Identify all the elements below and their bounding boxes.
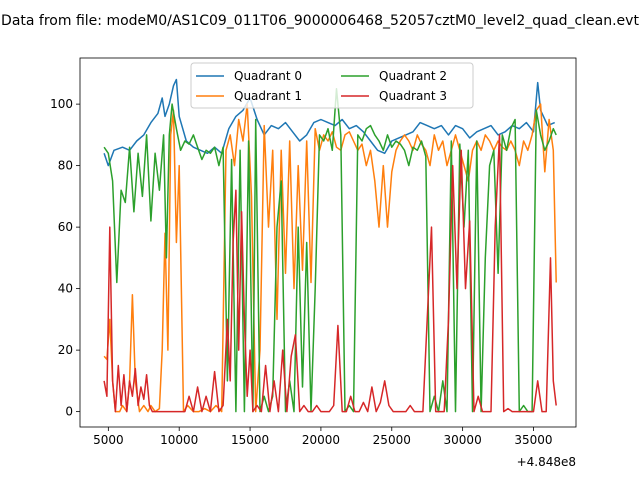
- series-line-quadrant-3: [103, 134, 557, 413]
- x-tick-label: 25000: [373, 433, 411, 447]
- y-tick-label: 100: [50, 97, 73, 111]
- chart-title: Data from file: modeM0/AS1C09_011T06_900…: [1, 13, 639, 29]
- plot-frame: [79, 57, 577, 428]
- y-tick-label: 20: [58, 343, 73, 357]
- legend-box: [190, 62, 474, 109]
- series-line-quadrant-0: [103, 78, 555, 167]
- legend-label-quadrant-2: Quadrant 2: [379, 69, 447, 83]
- legend-label-quadrant-0: Quadrant 0: [234, 69, 302, 83]
- x-tick-label: 5000: [93, 433, 124, 447]
- x-tick-label: 30000: [444, 433, 482, 447]
- x-tick-label: 10000: [160, 433, 198, 447]
- series-line-quadrant-2: [103, 88, 557, 413]
- x-tick-label: 20000: [302, 433, 340, 447]
- x-offset-label: +4.848e8: [517, 455, 576, 469]
- y-tick-label: 0: [65, 405, 73, 419]
- series-layer: [103, 78, 557, 413]
- y-tick-label: 40: [58, 282, 73, 296]
- series-line-quadrant-1: [103, 103, 557, 413]
- y-tick-label: 60: [58, 220, 73, 234]
- y-tick-label: 80: [58, 159, 73, 173]
- x-tick-label: 35000: [514, 433, 552, 447]
- legend: Quadrant 0 Quadrant 1 Quadrant 2 Quadrant 3: [190, 62, 474, 109]
- legend-label-quadrant-3: Quadrant 3: [379, 89, 447, 103]
- axes-layer: 5000 10000 15000 20000 25000 30000 35000 0 20 40 6…: [50, 57, 577, 447]
- legend-label-quadrant-1: Quadrant 1: [234, 89, 302, 103]
- x-tick-label: 15000: [231, 433, 269, 447]
